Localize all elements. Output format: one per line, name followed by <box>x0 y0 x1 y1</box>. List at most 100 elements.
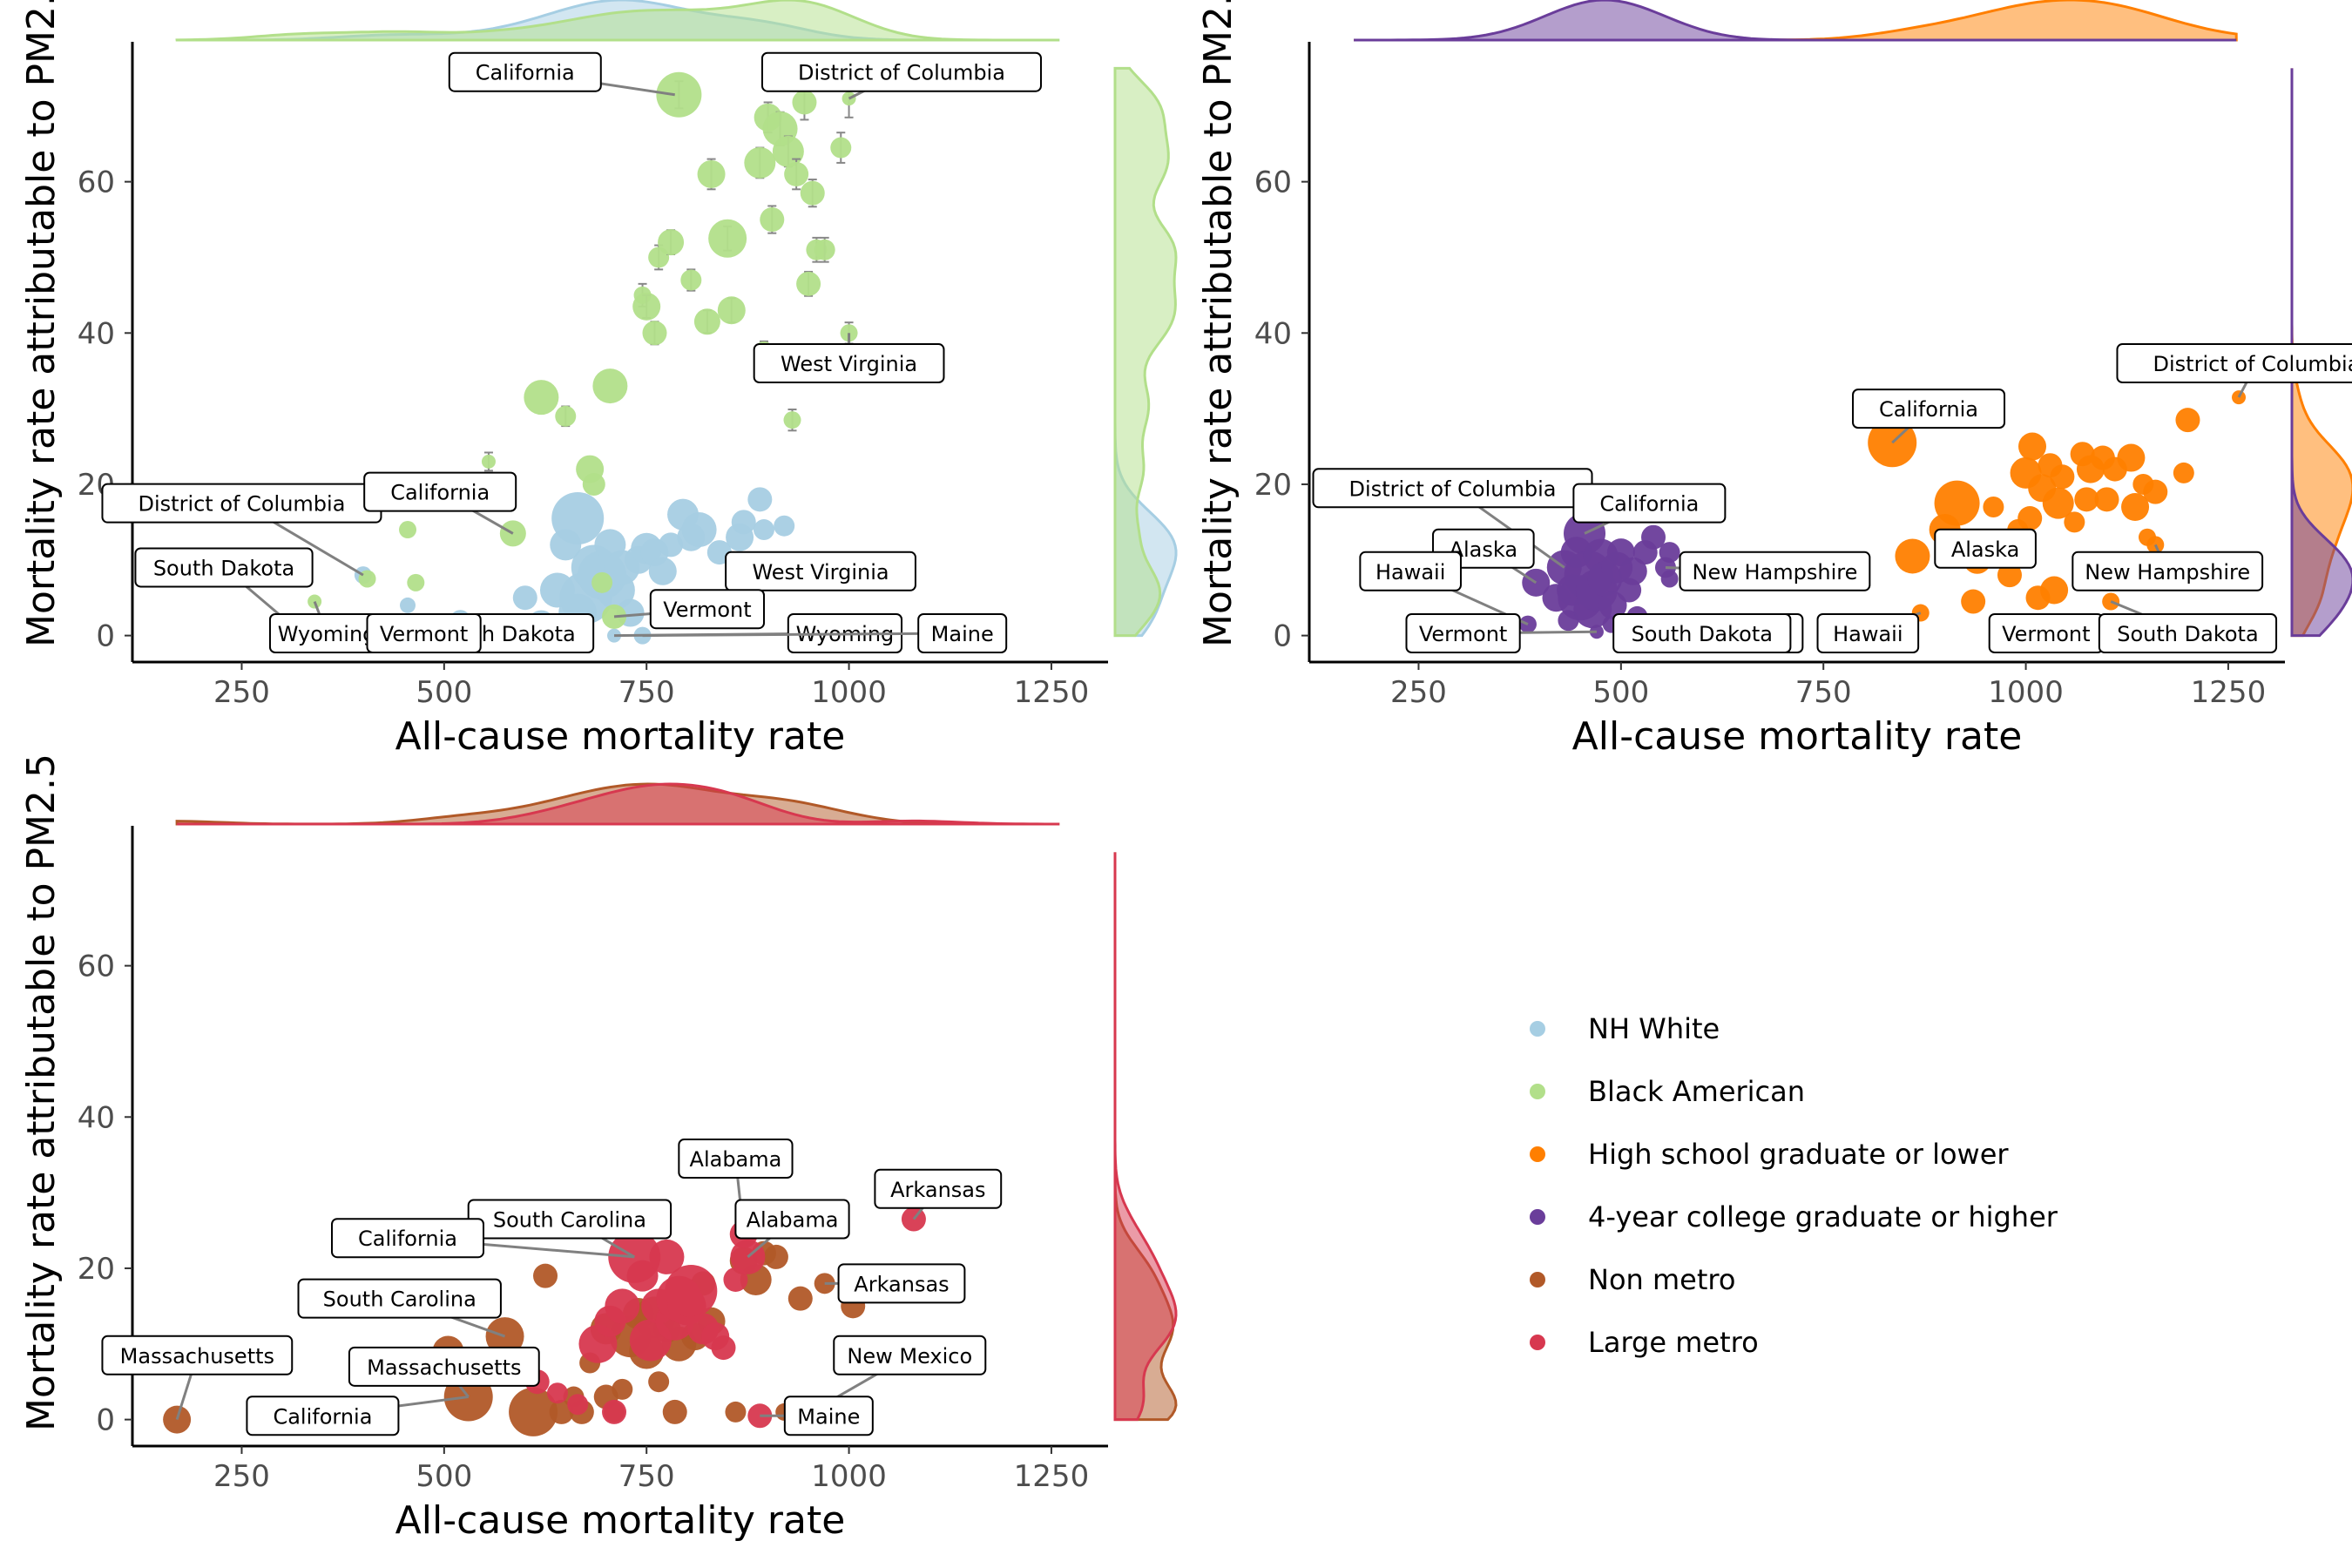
series-1 <box>279 71 858 629</box>
data-point <box>591 571 613 593</box>
data-point <box>2173 462 2194 483</box>
data-point <box>649 1239 685 1274</box>
annotation: South Dakota <box>1612 613 1792 654</box>
annotation-box <box>734 1199 850 1240</box>
data-point <box>2050 464 2075 490</box>
annotation-label: District of Columbia <box>2153 352 2352 376</box>
y-axis-title: Mortality rate attributable to PM2.5 <box>1196 0 1240 647</box>
data-point <box>2094 487 2119 512</box>
annotation-label: Wyoming <box>278 622 376 646</box>
data-point <box>2074 487 2099 512</box>
data-point <box>626 1260 659 1292</box>
data-point <box>509 1387 558 1436</box>
annotation-label: South Carolina <box>493 1208 646 1233</box>
annotation: South Carolina <box>467 1199 672 1259</box>
top-density-1 <box>177 782 1060 826</box>
legend-label: Large metro <box>1588 1326 1759 1359</box>
legend-swatch <box>1530 1021 1545 1037</box>
data-point <box>725 1401 747 1423</box>
data-point <box>796 271 821 296</box>
annotation-label: Massachusetts <box>120 1344 274 1369</box>
x-tick-label: 1000 <box>811 1459 887 1494</box>
legend-swatch <box>1530 1272 1545 1288</box>
annotation-box <box>246 1396 400 1436</box>
x-tick-label: 1250 <box>1014 1459 1090 1494</box>
annotation-label: West Virginia <box>752 560 889 585</box>
data-point <box>605 1288 640 1324</box>
x-tick-label: 1000 <box>1988 675 2064 710</box>
data-point <box>662 1399 687 1424</box>
data-point <box>708 219 747 258</box>
data-point <box>400 597 416 613</box>
y-axis-title: Mortality rate attributable to PM2.5 <box>19 754 64 1431</box>
right-density-1 <box>1113 852 1178 1422</box>
annotation-label: South Dakota <box>153 556 294 580</box>
data-point <box>744 146 776 179</box>
data-point <box>693 308 720 335</box>
annotation: New Hampshire <box>2072 544 2264 591</box>
annotation: California <box>448 51 675 97</box>
data-point <box>582 472 605 496</box>
annotation: Arkansas <box>824 1263 966 1304</box>
data-point <box>2040 576 2069 605</box>
panel-urbanicity: 250 500 750 1000 1250 0 20 40 60 All-cause mortal… <box>19 754 1178 1543</box>
annotation-label: District of Columbia <box>798 61 1005 85</box>
data-point <box>681 512 717 548</box>
annotation: Alabama <box>734 1199 850 1259</box>
data-point <box>602 1399 627 1424</box>
y-tick-label: 60 <box>78 166 115 200</box>
legend-item: High school graduate or lower <box>1530 1138 2009 1171</box>
annotation: Vermont <box>366 613 482 654</box>
annotation-box <box>1572 483 1727 524</box>
annotation: Hawaii <box>1359 551 1529 625</box>
annotation-box <box>366 613 482 654</box>
y-axis-title: Mortality rate attributable to PM2.5 <box>19 0 64 647</box>
legend-item: Large metro <box>1530 1326 1759 1359</box>
data-point <box>1619 557 1647 585</box>
x-tick-label: 500 <box>416 1459 472 1494</box>
data-point <box>763 1244 788 1269</box>
annotation-box <box>1816 613 1920 654</box>
data-point <box>1598 591 1627 619</box>
x-tick-label: 750 <box>618 1459 675 1494</box>
data-point <box>814 239 835 260</box>
y-tick-label: 40 <box>78 316 115 351</box>
annotation-leader <box>642 632 963 638</box>
x-axis-title: All-cause mortality rate <box>395 714 846 759</box>
data-point <box>1934 480 1980 526</box>
y-tick-label: 0 <box>96 619 115 654</box>
annotation: West Virginia <box>753 333 945 384</box>
annotation-label: District of Columbia <box>139 492 346 517</box>
annotation: Vermont <box>1405 613 1597 654</box>
annotation-box <box>760 51 1042 92</box>
data-point <box>747 487 773 512</box>
annotation-box <box>1852 389 2006 429</box>
annotation-label: Maine <box>797 1404 860 1429</box>
annotation: California <box>363 471 517 535</box>
data-point <box>2018 432 2047 461</box>
annotation: District of Columbia <box>1312 468 1593 569</box>
annotation-box <box>448 51 602 92</box>
annotation: Alabama <box>678 1139 794 1235</box>
data-point <box>1961 589 1986 614</box>
x-tick-label: 250 <box>1390 675 1447 710</box>
legend: NH White Black American High school gradua… <box>1530 1012 2058 1359</box>
data-point <box>2175 408 2200 433</box>
series-0 <box>354 487 797 645</box>
annotation-label: Arkansas <box>890 1178 985 1202</box>
annotation-label: California <box>476 61 575 85</box>
annotation: West Virginia <box>725 551 916 591</box>
y-tick-label: 60 <box>78 950 115 984</box>
x-axis-title: All-cause mortality rate <box>395 1498 846 1543</box>
annotation-box <box>1612 613 1792 654</box>
annotation-box <box>837 1263 966 1304</box>
data-point <box>800 180 825 206</box>
annotation-label: California <box>273 1404 372 1429</box>
data-point <box>2042 487 2074 519</box>
legend-swatch <box>1530 1335 1545 1350</box>
annotation-label: Arkansas <box>854 1272 949 1296</box>
annotation-box <box>2072 551 2264 591</box>
y-tick-label: 0 <box>96 1403 115 1438</box>
data-point <box>783 411 801 429</box>
data-point <box>2017 506 2043 531</box>
